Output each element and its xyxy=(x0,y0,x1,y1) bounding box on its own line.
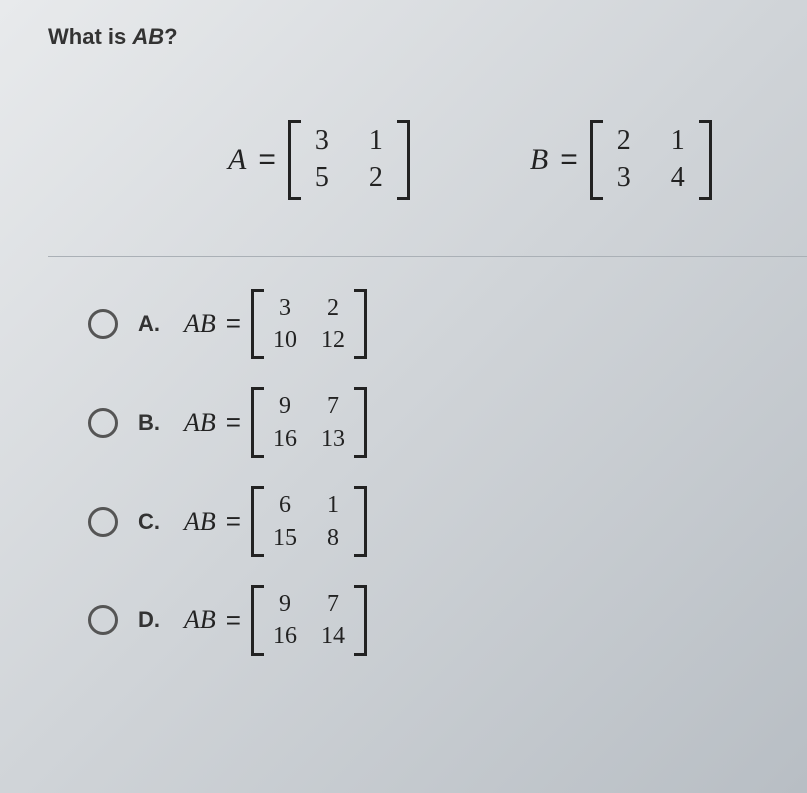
option-key: C. xyxy=(138,509,164,535)
answer-options: A. AB = 3 2 10 12 B. xyxy=(48,289,807,656)
matrix-cell: 3 xyxy=(611,163,637,194)
equals-sign: = xyxy=(226,506,241,537)
option-key: A. xyxy=(138,311,164,337)
given-matrices: A = 3 1 5 2 B = 2 1 3 xyxy=(48,120,807,200)
option-matrix: 9 7 16 14 xyxy=(251,585,367,656)
matrix-cell: 3 xyxy=(309,126,335,157)
bracket-left-icon xyxy=(251,585,264,656)
question-title: What is AB? xyxy=(48,24,807,50)
matrix-cell: 2 xyxy=(320,295,346,321)
radio-icon[interactable] xyxy=(88,309,118,339)
matrix-cell: 6 xyxy=(272,492,298,518)
matrix-B-lhs: B xyxy=(530,143,548,177)
matrix-cell: 4 xyxy=(665,163,691,194)
matrix-cell: 1 xyxy=(320,492,346,518)
radio-icon[interactable] xyxy=(88,507,118,537)
equals-sign: = xyxy=(226,308,241,339)
matrix-cell: 14 xyxy=(320,623,346,649)
option-key: B. xyxy=(138,410,164,436)
option-key: D. xyxy=(138,607,164,633)
equals-sign: = xyxy=(226,407,241,438)
bracket-right-icon xyxy=(397,120,410,200)
bracket-right-icon xyxy=(354,585,367,656)
matrix-A: 3 1 5 2 xyxy=(288,120,410,200)
matrix-cell: 5 xyxy=(309,163,335,194)
bracket-right-icon xyxy=(354,289,367,360)
matrix-cell: 13 xyxy=(320,426,346,452)
question-var: AB xyxy=(132,24,164,49)
matrix-B-eq: B = 2 1 3 4 xyxy=(530,120,712,200)
equals-sign: = xyxy=(258,143,276,177)
matrix-cell: 7 xyxy=(320,393,346,419)
matrix-cell: 16 xyxy=(272,426,298,452)
bracket-right-icon xyxy=(699,120,712,200)
option-lhs: AB xyxy=(184,408,216,438)
option-lhs: AB xyxy=(184,507,216,537)
option-A[interactable]: A. AB = 3 2 10 12 xyxy=(88,289,807,360)
bracket-left-icon xyxy=(251,486,264,557)
radio-icon[interactable] xyxy=(88,605,118,635)
bracket-left-icon xyxy=(251,387,264,458)
matrix-A-lhs: A xyxy=(228,143,246,177)
matrix-cell: 8 xyxy=(320,525,346,551)
matrix-cell: 16 xyxy=(272,623,298,649)
bracket-right-icon xyxy=(354,486,367,557)
bracket-left-icon xyxy=(590,120,603,200)
matrix-cell: 9 xyxy=(272,591,298,617)
option-matrix: 3 2 10 12 xyxy=(251,289,367,360)
question-prefix: What is xyxy=(48,24,132,49)
radio-icon[interactable] xyxy=(88,408,118,438)
option-D[interactable]: D. AB = 9 7 16 14 xyxy=(88,585,807,656)
matrix-cell: 7 xyxy=(320,591,346,617)
section-divider xyxy=(48,256,807,257)
matrix-cell: 1 xyxy=(363,126,389,157)
matrix-cell: 1 xyxy=(665,126,691,157)
bracket-left-icon xyxy=(288,120,301,200)
matrix-B: 2 1 3 4 xyxy=(590,120,712,200)
matrix-cell: 15 xyxy=(272,525,298,551)
question-suffix: ? xyxy=(164,24,177,49)
option-matrix: 9 7 16 13 xyxy=(251,387,367,458)
matrix-cell: 10 xyxy=(272,327,298,353)
matrix-cell: 2 xyxy=(611,126,637,157)
equals-sign: = xyxy=(560,143,578,177)
option-lhs: AB xyxy=(184,605,216,635)
option-matrix: 6 1 15 8 xyxy=(251,486,367,557)
matrix-cell: 12 xyxy=(320,327,346,353)
matrix-cell: 9 xyxy=(272,393,298,419)
option-lhs: AB xyxy=(184,309,216,339)
matrix-cell: 3 xyxy=(272,295,298,321)
equals-sign: = xyxy=(226,605,241,636)
bracket-left-icon xyxy=(251,289,264,360)
matrix-cell: 2 xyxy=(363,163,389,194)
option-C[interactable]: C. AB = 6 1 15 8 xyxy=(88,486,807,557)
option-B[interactable]: B. AB = 9 7 16 13 xyxy=(88,387,807,458)
bracket-right-icon xyxy=(354,387,367,458)
matrix-A-eq: A = 3 1 5 2 xyxy=(228,120,410,200)
